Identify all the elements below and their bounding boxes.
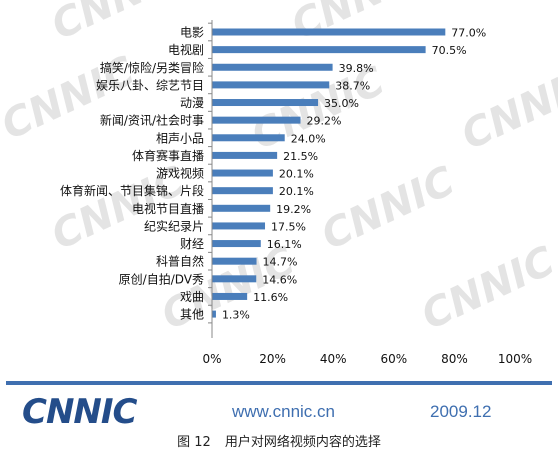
figure-title: 用户对网络视频内容的选择 bbox=[224, 435, 381, 450]
category-label: 动漫 bbox=[180, 96, 204, 110]
category-label: 电视节目直播 bbox=[132, 201, 204, 216]
bar bbox=[212, 63, 333, 71]
category-label: 其他 bbox=[180, 308, 204, 322]
value-label: 77.0% bbox=[451, 27, 486, 40]
category-label: 娱乐八卦、综艺节目 bbox=[96, 78, 204, 92]
value-label: 14.7% bbox=[263, 256, 298, 269]
figure-number: 图 12 bbox=[177, 435, 211, 450]
bar-chart: CNNICCNNICCNNICCNNICCNNICCNNICCNNICCNNIC… bbox=[0, 0, 558, 366]
bar bbox=[212, 240, 261, 248]
category-label: 戏曲 bbox=[180, 290, 204, 304]
cnnic-logo: CNNIC bbox=[22, 392, 137, 432]
value-label: 24.0% bbox=[291, 132, 326, 145]
category-label: 体育新闻、节目集锦、片段 bbox=[60, 183, 204, 198]
value-label: 39.8% bbox=[339, 62, 374, 75]
bar bbox=[212, 292, 248, 300]
watermark-text: CNNIC bbox=[315, 158, 462, 259]
value-label: 38.7% bbox=[335, 79, 370, 92]
category-label: 纪实纪录片 bbox=[144, 218, 204, 233]
bar bbox=[212, 204, 271, 212]
report-period: 2009.12 bbox=[430, 402, 492, 421]
category-label: 科普自然 bbox=[156, 254, 204, 269]
bar bbox=[212, 81, 330, 89]
bar bbox=[212, 310, 216, 318]
x-tick-label: 60% bbox=[380, 352, 407, 366]
watermark-text: CNNIC bbox=[45, 0, 192, 49]
category-label: 新闻/资讯/社会时事 bbox=[100, 113, 204, 128]
category-label: 搞笑/惊险/另类冒险 bbox=[100, 60, 204, 75]
x-tick-label: 0% bbox=[202, 352, 221, 366]
value-label: 70.5% bbox=[432, 44, 467, 57]
bar bbox=[212, 46, 426, 54]
watermark-text: CNNIC bbox=[455, 58, 558, 159]
category-label: 游戏视频 bbox=[156, 166, 204, 181]
chart-area: CNNICCNNICCNNICCNNICCNNICCNNICCNNICCNNIC… bbox=[0, 0, 558, 366]
value-label: 21.5% bbox=[283, 150, 318, 163]
value-label: 20.1% bbox=[279, 168, 314, 181]
category-label: 体育赛事直播 bbox=[132, 148, 204, 163]
value-label: 14.6% bbox=[262, 273, 297, 286]
category-label: 相声小品 bbox=[156, 131, 204, 145]
bar bbox=[212, 257, 257, 265]
x-tick-label: 80% bbox=[441, 352, 468, 366]
bar bbox=[212, 134, 285, 142]
figure-caption: 图 12 用户对网络视频内容的选择 bbox=[0, 431, 558, 450]
bar bbox=[212, 99, 319, 107]
watermark-text: CNNIC bbox=[415, 238, 558, 339]
bar bbox=[212, 116, 301, 124]
value-label: 16.1% bbox=[267, 238, 302, 251]
value-label: 20.1% bbox=[279, 185, 314, 198]
value-label: 1.3% bbox=[222, 309, 250, 322]
bar bbox=[212, 187, 273, 195]
watermark-text: CNNIC bbox=[155, 238, 302, 339]
bar bbox=[212, 222, 266, 230]
bar bbox=[212, 169, 273, 177]
bar bbox=[212, 275, 257, 283]
value-label: 19.2% bbox=[276, 203, 311, 216]
category-label: 财经 bbox=[180, 237, 204, 251]
value-label: 29.2% bbox=[306, 115, 341, 128]
bar bbox=[212, 151, 278, 159]
value-label: 17.5% bbox=[271, 220, 306, 233]
value-label: 11.6% bbox=[253, 291, 288, 304]
category-label: 电视剧 bbox=[168, 42, 204, 57]
category-label: 原创/自拍/DV秀 bbox=[119, 271, 204, 286]
x-tick-label: 20% bbox=[259, 352, 286, 366]
footer-divider bbox=[6, 381, 552, 385]
x-tick-label: 40% bbox=[320, 352, 347, 366]
bar bbox=[212, 28, 446, 36]
value-label: 35.0% bbox=[324, 97, 359, 110]
category-label: 电影 bbox=[180, 26, 204, 40]
x-tick-label: 100% bbox=[498, 352, 532, 366]
watermark-text: CNNIC bbox=[285, 0, 432, 49]
website-url: www.cnnic.cn bbox=[232, 402, 335, 421]
